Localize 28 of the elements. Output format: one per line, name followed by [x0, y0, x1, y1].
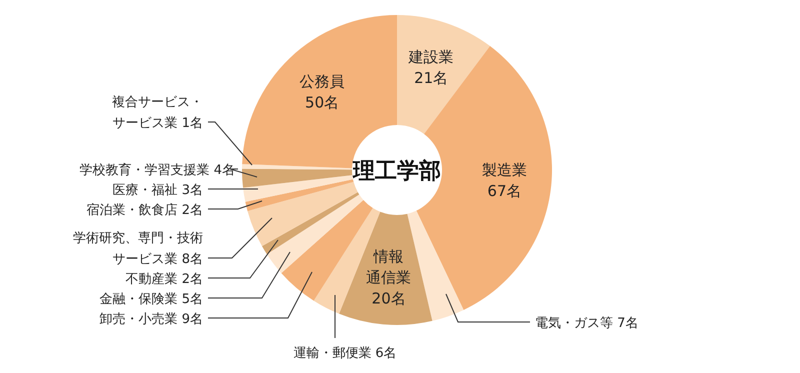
slice-label: 学校教育・学習支援業 4名	[80, 162, 235, 178]
slice-label: 電気・ガス等 7名	[535, 316, 638, 331]
slice-label: 学術研究、専門・技術サービス業 8名	[73, 231, 203, 267]
donut-slice	[245, 179, 354, 212]
slice-label: 医療・福祉 3名	[112, 183, 203, 198]
slice-label: 複合サービス・サービス業 1名	[112, 95, 203, 131]
donut-slice	[397, 15, 490, 134]
data-label: 21名	[414, 69, 448, 88]
donut-slice	[262, 192, 360, 254]
slice-label: 運輸・郵便業 6名	[293, 346, 397, 361]
slice-label: 情報通信業	[366, 248, 412, 287]
data-label: 50名	[305, 94, 340, 112]
slice-label: 製造業	[482, 161, 527, 180]
donut-slice	[242, 164, 352, 170]
slice-label: 公務員	[300, 72, 345, 91]
data-label: 67名	[487, 182, 522, 200]
slice-label: 宿泊業・飲食店 2名	[86, 202, 203, 218]
text: 理工学部	[352, 158, 441, 184]
data-label: 20名	[372, 290, 406, 308]
donut-slice	[266, 194, 364, 274]
donut-slice	[248, 182, 358, 246]
donut-slice	[243, 175, 353, 202]
slice-label: 金融・保険業 5名	[100, 292, 203, 307]
slice-label: 卸売・小売業 9名	[100, 312, 203, 327]
donut-slice	[242, 168, 352, 188]
slice-label: 不動産業 2名	[126, 271, 203, 287]
donut-slice	[339, 212, 432, 325]
slice-label: 建設業	[408, 48, 454, 66]
